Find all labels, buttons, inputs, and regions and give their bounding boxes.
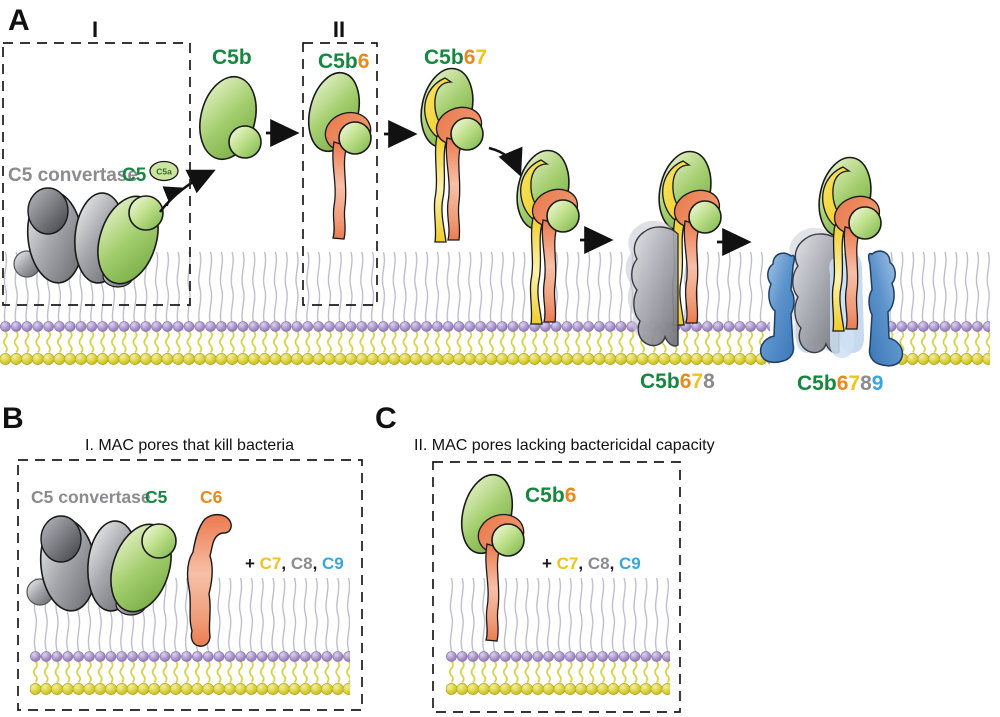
region-1-box — [2, 42, 191, 306]
c5b6789-pore — [759, 151, 904, 368]
c5-convertase-label: C5 convertase — [8, 165, 138, 186]
c5a-label: C5a — [156, 167, 172, 177]
c5a-oval — [149, 160, 179, 182]
membrane-c — [446, 578, 670, 695]
c5a-fragment: C5a — [149, 160, 179, 182]
panel-c-title: II. MAC pores lacking bactericidal capac… — [414, 437, 715, 454]
c6-molecule — [186, 514, 232, 647]
membrane-c-lipid-bilayer — [446, 651, 670, 695]
panel-c-box — [432, 461, 681, 713]
c5-label: C5 — [122, 165, 147, 186]
region-2-label: II — [333, 17, 345, 42]
c5b67-label: C5b67 — [424, 46, 487, 69]
panel-b-box — [17, 459, 363, 711]
c5b-molecule — [199, 75, 262, 161]
c6-label-b: C6 — [200, 487, 223, 507]
arrow-membrane-binding — [488, 146, 523, 177]
panel-b-plus-label: + C7, C8, C9 — [245, 554, 344, 573]
membrane-b-lipid-bilayer — [30, 651, 350, 695]
panel-c-letter: C — [375, 402, 397, 435]
c5b6-label-c: C5b6 — [525, 484, 576, 507]
c8-subunit — [631, 226, 679, 347]
panel-b-letter: B — [2, 402, 24, 435]
c5b678-label: C5b678 — [640, 370, 715, 393]
region-2-box — [302, 42, 378, 306]
panel-b-title: I. MAC pores that kill bacteria — [85, 437, 294, 454]
c5-label-b: C5 — [145, 487, 168, 507]
c5a-release-arrow — [162, 186, 184, 207]
c5b67-complex — [413, 62, 488, 243]
c5b6-label: C5b6 — [318, 50, 369, 73]
panel-a-letter: A — [8, 4, 30, 37]
panel-c-plus-label: + C7, C8, C9 — [542, 554, 641, 573]
c5b6789-label: C5b6789 — [797, 372, 883, 395]
c5b-label: C5b — [212, 46, 252, 69]
c5b6-complex — [300, 66, 377, 240]
region-1-label: I — [92, 17, 98, 42]
c5-convertase-label-b: C5 convertase — [31, 487, 151, 507]
membrane-c-lps-chains — [446, 578, 670, 652]
